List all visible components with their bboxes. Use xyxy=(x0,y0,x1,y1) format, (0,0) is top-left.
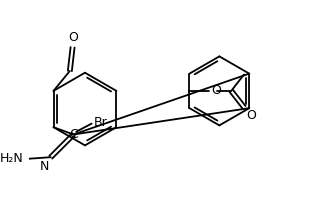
Text: O: O xyxy=(246,109,256,122)
Text: O: O xyxy=(69,31,78,44)
Text: H₂N: H₂N xyxy=(0,152,24,166)
Text: O: O xyxy=(211,84,221,97)
Text: C: C xyxy=(69,128,78,141)
Text: N: N xyxy=(40,160,49,173)
Text: Br: Br xyxy=(94,116,107,129)
